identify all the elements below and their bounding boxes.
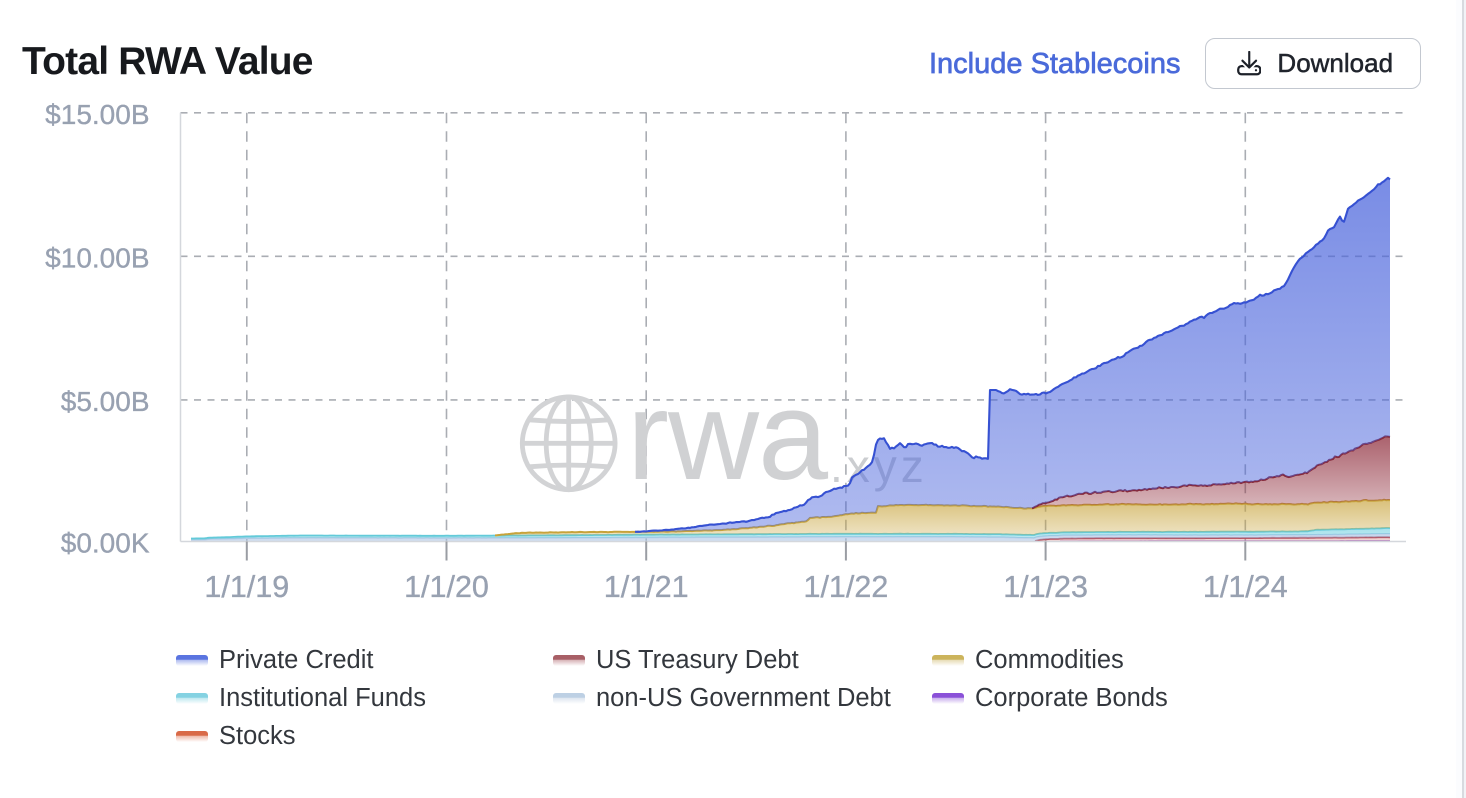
svg-text:1/1/22: 1/1/22 [803, 570, 888, 604]
svg-text:$0.00K: $0.00K [61, 528, 150, 559]
svg-text:$5.00B: $5.00B [61, 386, 150, 417]
svg-text:1/1/19: 1/1/19 [204, 570, 289, 604]
svg-text:$15.00B: $15.00B [45, 99, 149, 130]
svg-text:1/1/20: 1/1/20 [404, 570, 489, 604]
svg-text:$10.00B: $10.00B [45, 242, 149, 273]
svg-text:1/1/24: 1/1/24 [1203, 570, 1288, 604]
svg-text:1/1/23: 1/1/23 [1003, 570, 1088, 604]
svg-text:rwa: rwa [627, 365, 829, 506]
svg-text:1/1/21: 1/1/21 [604, 570, 689, 604]
